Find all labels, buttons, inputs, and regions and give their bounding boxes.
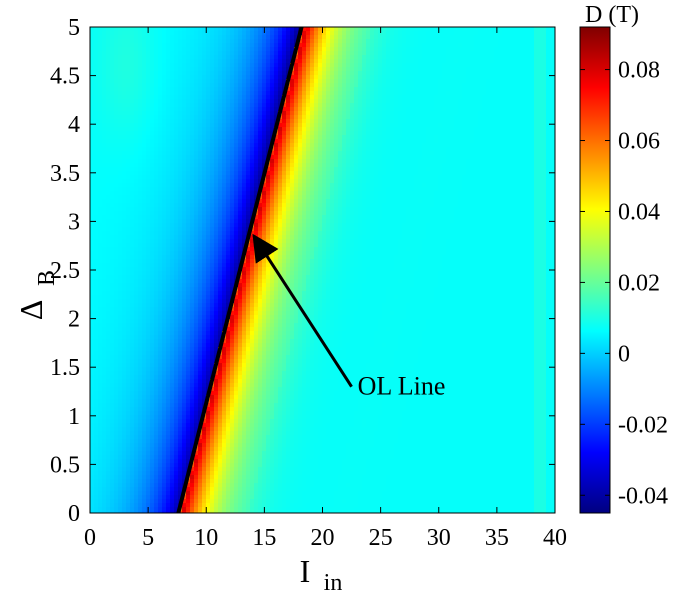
x-tick-label: 20 [311,525,335,551]
y-tick-label: 4 [68,112,80,138]
x-tick-label: 25 [369,525,393,551]
y-axis-label-sub: B [34,270,60,286]
colorbar-tick-label: 0.08 [618,58,660,84]
heatmap-cells [90,27,559,516]
x-axis-label: I in [300,553,343,592]
y-tick-label: 0 [68,501,80,527]
x-tick-label: 40 [543,525,567,551]
y-tick-label: 1 [68,404,80,430]
colorbar-tick-label: 0.02 [618,270,660,296]
x-axis-label-main: I [300,553,311,589]
x-tick-label: 15 [252,525,276,551]
annotation-ol-line: OL Line [358,372,446,401]
x-tick-label: 0 [84,525,96,551]
y-tick-label: 3 [68,209,80,235]
y-tick-label: 1.5 [50,355,80,381]
y-tick-label: 4.5 [50,64,80,90]
x-tick-label: 5 [142,525,154,551]
colorbar-tick-label: 0.04 [618,199,660,225]
x-tick-label: 30 [427,525,451,551]
colorbar-tick-label: 0.06 [618,129,660,155]
x-tick-label: 10 [194,525,218,551]
colorbar-title: D (T) [585,2,639,28]
y-tick-label: 5 [68,15,80,41]
y-tick-label: 0.5 [50,452,80,478]
y-axis-label: Δ B [13,270,60,320]
x-tick-label: 35 [485,525,509,551]
y-tick-label: 2 [68,307,80,333]
x-axis-label-sub: in [324,570,343,592]
colorbar-tick-label: 0 [618,341,630,367]
y-axis-label-main: Δ [13,300,49,321]
y-tick-label: 3.5 [50,161,80,187]
colorbar-tick-label: -0.02 [618,412,668,438]
colorbar [580,27,610,513]
colorbar-tick-label: -0.04 [618,483,668,509]
